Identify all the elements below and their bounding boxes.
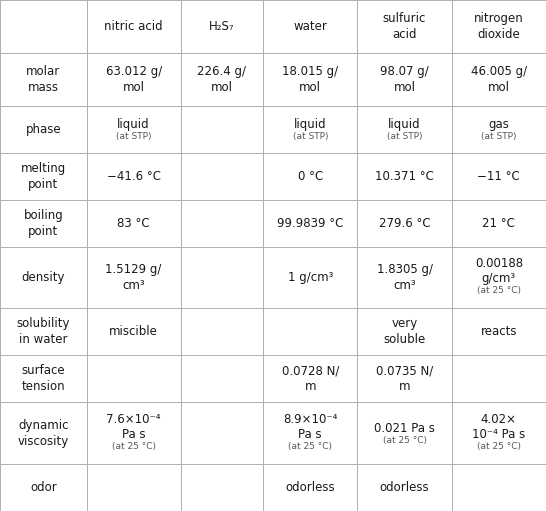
Text: reacts: reacts bbox=[480, 326, 517, 338]
Text: density: density bbox=[21, 271, 65, 284]
Text: miscible: miscible bbox=[109, 326, 158, 338]
Text: 63.012 g/
mol: 63.012 g/ mol bbox=[105, 65, 162, 94]
Text: (at 25 °C): (at 25 °C) bbox=[477, 442, 521, 451]
Text: 0.0735 N/
m: 0.0735 N/ m bbox=[376, 364, 433, 393]
Text: (at 25 °C): (at 25 °C) bbox=[383, 436, 426, 445]
Text: surface
tension: surface tension bbox=[21, 364, 65, 393]
Text: 0.00188
g/cm³: 0.00188 g/cm³ bbox=[475, 257, 523, 285]
Text: 279.6 °C: 279.6 °C bbox=[379, 217, 430, 230]
Text: sulfuric
acid: sulfuric acid bbox=[383, 12, 426, 41]
Text: odor: odor bbox=[30, 481, 57, 494]
Text: nitric acid: nitric acid bbox=[104, 20, 163, 33]
Text: 83 °C: 83 °C bbox=[117, 217, 150, 230]
Text: 226.4 g/
mol: 226.4 g/ mol bbox=[198, 65, 246, 94]
Text: 21 °C: 21 °C bbox=[483, 217, 515, 230]
Text: 46.005 g/
mol: 46.005 g/ mol bbox=[471, 65, 527, 94]
Text: 18.015 g/
mol: 18.015 g/ mol bbox=[282, 65, 339, 94]
Text: 1 g/cm³: 1 g/cm³ bbox=[288, 271, 333, 284]
Text: 0 °C: 0 °C bbox=[298, 170, 323, 183]
Text: (at 25 °C): (at 25 °C) bbox=[112, 442, 156, 451]
Text: (at STP): (at STP) bbox=[116, 132, 151, 141]
Text: molar
mass: molar mass bbox=[26, 65, 61, 94]
Text: 0.021 Pa s: 0.021 Pa s bbox=[374, 422, 435, 434]
Text: odorless: odorless bbox=[286, 481, 335, 494]
Text: melting
point: melting point bbox=[21, 162, 66, 191]
Text: boiling
point: boiling point bbox=[23, 209, 63, 238]
Text: liquid: liquid bbox=[117, 118, 150, 131]
Text: (at 25 °C): (at 25 °C) bbox=[477, 286, 521, 295]
Text: nitrogen
dioxide: nitrogen dioxide bbox=[474, 12, 524, 41]
Text: odorless: odorless bbox=[380, 481, 429, 494]
Text: 0.0728 N/
m: 0.0728 N/ m bbox=[282, 364, 339, 393]
Text: (at STP): (at STP) bbox=[387, 132, 422, 141]
Text: −11 °C: −11 °C bbox=[478, 170, 520, 183]
Text: 1.8305 g/
cm³: 1.8305 g/ cm³ bbox=[377, 263, 432, 292]
Text: 99.9839 °C: 99.9839 °C bbox=[277, 217, 343, 230]
Text: liquid: liquid bbox=[294, 118, 327, 131]
Text: (at STP): (at STP) bbox=[481, 132, 517, 141]
Text: 8.9×10⁻⁴
Pa s: 8.9×10⁻⁴ Pa s bbox=[283, 412, 337, 440]
Text: phase: phase bbox=[26, 123, 61, 136]
Text: (at STP): (at STP) bbox=[293, 132, 328, 141]
Text: solubility
in water: solubility in water bbox=[16, 317, 70, 346]
Text: 1.5129 g/
cm³: 1.5129 g/ cm³ bbox=[105, 263, 162, 292]
Text: dynamic
viscosity: dynamic viscosity bbox=[17, 419, 69, 448]
Text: 98.07 g/
mol: 98.07 g/ mol bbox=[380, 65, 429, 94]
Text: water: water bbox=[293, 20, 327, 33]
Text: −41.6 °C: −41.6 °C bbox=[106, 170, 161, 183]
Text: 10.371 °C: 10.371 °C bbox=[375, 170, 434, 183]
Text: H₂S₇: H₂S₇ bbox=[209, 20, 235, 33]
Text: very
soluble: very soluble bbox=[383, 317, 426, 346]
Text: 4.02×
10⁻⁴ Pa s: 4.02× 10⁻⁴ Pa s bbox=[472, 412, 525, 440]
Text: 7.6×10⁻⁴
Pa s: 7.6×10⁻⁴ Pa s bbox=[106, 412, 161, 440]
Text: gas: gas bbox=[489, 118, 509, 131]
Text: (at 25 °C): (at 25 °C) bbox=[288, 442, 333, 451]
Text: liquid: liquid bbox=[388, 118, 421, 131]
